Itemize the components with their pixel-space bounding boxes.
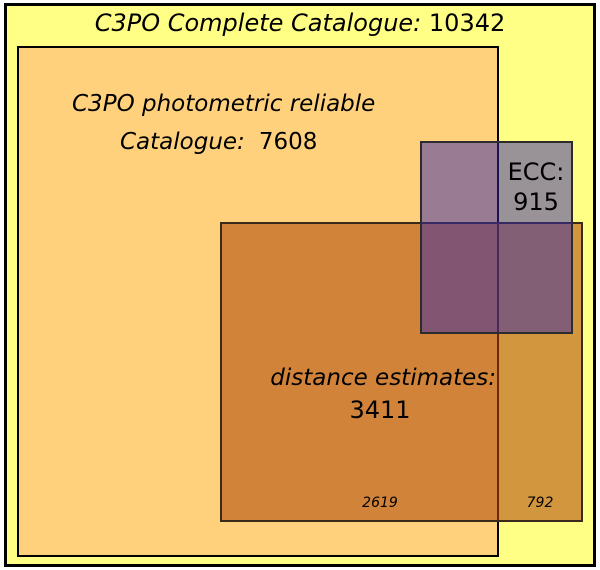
complete-catalogue-label: C3PO Complete Catalogue: <box>94 9 422 37</box>
photometric-count: 7608 <box>258 129 318 155</box>
photometric-label-line2: Catalogue: <box>120 129 245 155</box>
distance-outside-photometric-count: 792 <box>526 495 554 511</box>
distance-inside-photometric-count: 2619 <box>362 495 398 511</box>
ecc-region <box>420 141 573 334</box>
photometric-label-line2-wrap: Catalogue: 7608 <box>120 128 317 156</box>
complete-catalogue-count: 10342 <box>428 9 506 37</box>
complete-catalogue-title: C3PO Complete Catalogue: 10342 <box>0 8 600 38</box>
distance-estimates-count: 3411 <box>349 396 411 424</box>
distance-estimates-label: distance estimates: <box>270 365 496 391</box>
photometric-label-line1: C3PO photometric reliable <box>72 91 376 117</box>
ecc-count: 915 <box>513 188 559 216</box>
ecc-label: ECC: <box>507 158 565 186</box>
